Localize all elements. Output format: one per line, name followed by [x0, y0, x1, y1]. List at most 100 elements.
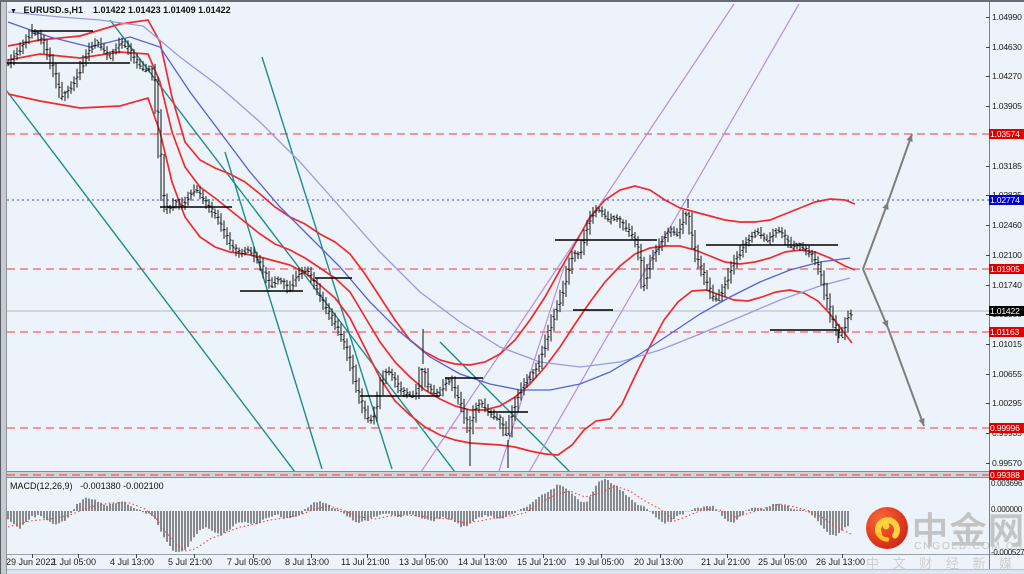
- time-axis-border: [0, 554, 1024, 555]
- time-tick-mark: [78, 554, 79, 558]
- price-tick-label: 0.99935: [992, 428, 1022, 438]
- time-tick-mark: [425, 554, 426, 558]
- ohlc-values-label: 1.01422 1.01423 1.01409 1.01422: [93, 5, 231, 15]
- price-tick-mark: [986, 225, 990, 226]
- ohlc-bars[interactable]: [6, 24, 853, 468]
- time-tick-mark: [136, 554, 137, 558]
- time-tick-label: 8 Jul 13:00: [285, 557, 330, 567]
- window-left-edge: [0, 2, 7, 574]
- bollinger-middle-band[interactable]: [7, 51, 856, 411]
- time-tick-label: 15 Jul 21:00: [517, 557, 567, 567]
- price-tick-mark: [986, 344, 990, 345]
- projection-arrow-0[interactable]: [862, 201, 889, 270]
- price-tick-label: 0.99570: [992, 458, 1022, 468]
- price-tick-label: 1.02100: [992, 250, 1022, 260]
- time-tick-label: 1 Jul 05:00: [52, 557, 97, 567]
- time-tick-label: 20 Jul 13:00: [634, 557, 684, 567]
- chart-title: ▼ EURUSD.s,H1 1.01422 1.01423 1.01409 1.…: [10, 5, 231, 15]
- price-level-label: 1.01422: [989, 305, 1024, 316]
- price-tick-mark: [986, 314, 990, 315]
- time-tick-mark: [253, 554, 254, 558]
- watermark-tagline-text: 中 文 财 经 新 媒 体: [866, 556, 1024, 571]
- projection-arrow-2[interactable]: [862, 268, 889, 329]
- macd-signal-line: [7, 485, 852, 552]
- arrowhead-icon: [882, 320, 889, 328]
- price-tick-mark: [986, 195, 990, 196]
- price-tick-mark: [986, 106, 990, 107]
- arrowhead-icon: [906, 134, 913, 142]
- arrowhead-icon: [918, 418, 925, 426]
- price-level-label: 1.03574: [989, 128, 1024, 139]
- watermark-brand-text: 中金网: [912, 510, 1024, 551]
- time-tick-label: 4 Jul 13:00: [110, 557, 155, 567]
- price-level-label: 1.01163: [989, 326, 1024, 337]
- moving-average-light[interactable]: [7, 11, 851, 368]
- teal-trendline-3[interactable]: [261, 56, 393, 470]
- price-tick-label: 1.03905: [992, 101, 1022, 111]
- price-tick-mark: [986, 255, 990, 256]
- cngold-watermark: 中金网 CNGOLD.COM.CN 中 文 财 经 新 媒 体: [860, 502, 1024, 572]
- macd-scale-label: 0.003696: [991, 479, 1022, 488]
- pane-splitter[interactable]: [0, 471, 1024, 478]
- price-tick-mark: [986, 166, 990, 167]
- price-tick-mark: [986, 374, 990, 375]
- price-tick-mark: [986, 47, 990, 48]
- price-tick-mark: [986, 463, 990, 464]
- price-tick-label: 1.04990: [992, 12, 1022, 22]
- teal-trendline-0[interactable]: [0, 82, 296, 472]
- time-tick-mark: [194, 554, 195, 558]
- time-tick-label: 19 Jul 05:00: [575, 557, 625, 567]
- price-level-label: 0.99996: [989, 422, 1024, 433]
- price-tick-label: 1.04630: [992, 42, 1022, 52]
- teal-trendline-2[interactable]: [224, 151, 323, 470]
- projection-arrow-3[interactable]: [887, 327, 925, 427]
- price-tick-mark: [986, 76, 990, 77]
- time-tick-mark: [484, 554, 485, 558]
- price-tick-label: 1.00295: [992, 398, 1022, 408]
- time-tick-label: 25 Jul 05:00: [758, 557, 808, 567]
- symbol-period-label: EURUSD.s,H1: [23, 5, 83, 15]
- watermark-domain-text: CNGOLD.COM.CN: [914, 540, 1024, 552]
- time-tick-label: 7 Jul 05:00: [227, 557, 272, 567]
- time-tick-mark: [842, 554, 843, 558]
- macd-scale-label: -0.000527: [991, 548, 1024, 557]
- price-tick-mark: [986, 17, 990, 18]
- price-tick-label: 1.00655: [992, 369, 1022, 379]
- time-tick-mark: [601, 554, 602, 558]
- macd-histogram: [7, 479, 849, 552]
- time-tick-label: 29 Jun 2022: [6, 557, 56, 567]
- time-tick-mark: [543, 554, 544, 558]
- price-tick-label: 1.04270: [992, 71, 1022, 81]
- moving-average-blue[interactable]: [7, 21, 851, 391]
- time-tick-label: 14 Jul 13:00: [458, 557, 508, 567]
- window-bottom-edge: [0, 569, 1024, 574]
- time-tick-mark: [367, 554, 368, 558]
- collapse-chart-icon[interactable]: ▼: [10, 8, 17, 15]
- violet-trendline-1[interactable]: [528, 4, 800, 472]
- macd-scale-label: 0.000000: [991, 505, 1022, 514]
- time-tick-label: 21 Jul 21:00: [701, 557, 751, 567]
- time-tick-mark: [32, 554, 33, 558]
- violet-trendline-2[interactable]: [498, 263, 566, 474]
- price-pane[interactable]: [0, 4, 989, 477]
- bollinger-upper-band[interactable]: [7, 19, 856, 366]
- time-tick-label: 5 Jul 21:00: [168, 557, 213, 567]
- price-level-label: 1.02774: [989, 194, 1024, 205]
- price-level-label: 1.01905: [989, 263, 1024, 274]
- time-tick-mark: [784, 554, 785, 558]
- macd-pane[interactable]: [7, 479, 852, 552]
- price-tick-label: 1.01015: [992, 339, 1022, 349]
- arrowhead-icon: [882, 202, 889, 210]
- macd-values: -0.001380 -0.002100: [80, 481, 164, 491]
- projection-arrow-1[interactable]: [887, 133, 913, 203]
- price-tick-label: 1.01740: [992, 280, 1022, 290]
- price-tick-mark: [986, 403, 990, 404]
- macd-name: MACD(12,26,9): [10, 481, 73, 491]
- time-tick-mark: [727, 554, 728, 558]
- bollinger-lower-band[interactable]: [7, 93, 853, 456]
- time-tick-label: 26 Jul 13:00: [816, 557, 866, 567]
- time-tick-label: 11 Jul 21:00: [341, 557, 390, 567]
- time-tick-mark: [660, 554, 661, 558]
